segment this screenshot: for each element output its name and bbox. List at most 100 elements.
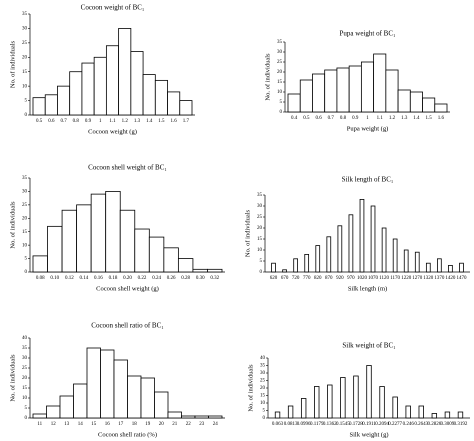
bar	[337, 225, 343, 273]
x-tick-label: 1320	[423, 276, 434, 281]
y-tick-label: 0	[260, 270, 263, 275]
x-tick-label: 0.32	[210, 276, 219, 281]
x-tick-label: 0.2277	[388, 422, 402, 427]
x-tick-label: 0.22	[138, 276, 147, 281]
x-tick-label: 16	[105, 422, 111, 427]
x-tick-label: 0.30	[196, 276, 205, 281]
chart-title: Silk length of BC₁	[342, 176, 394, 184]
bar	[444, 411, 451, 419]
bar	[348, 65, 362, 113]
x-tick-label: 0.1179	[310, 422, 324, 427]
y-tick-label: 20	[22, 55, 28, 60]
bar	[271, 262, 276, 273]
x-tick-label: 620	[270, 276, 278, 281]
bar	[359, 198, 365, 273]
bar	[194, 415, 209, 419]
x-tick-label: 1.6	[171, 119, 178, 124]
x-tick-label: 1.1	[109, 119, 116, 124]
bar	[315, 245, 321, 273]
bar	[326, 236, 332, 273]
bar	[353, 375, 359, 419]
x-tick-label: 0.8	[340, 116, 347, 121]
y-tick-label: 20	[22, 216, 28, 221]
x-tick-label: 0.8	[73, 119, 80, 124]
x-tick-label: 0.246	[403, 422, 415, 427]
bar	[154, 79, 168, 116]
x-tick-label: 0.9	[85, 119, 92, 124]
x-tick-label: 1270	[412, 276, 423, 281]
bar	[163, 247, 179, 273]
x-axis-title: Cocoon weight (g)	[88, 128, 137, 135]
bar	[127, 375, 142, 419]
x-tick-label: 0.3009	[441, 422, 455, 427]
x-tick-label: 0.18	[109, 276, 118, 281]
bar	[324, 69, 338, 113]
bar	[148, 236, 165, 273]
bar	[47, 225, 63, 273]
x-tick-label: 1070	[368, 276, 379, 281]
y-tick-label: 30	[257, 204, 263, 209]
bar	[73, 383, 88, 419]
x-tick-label: 0.1728	[349, 422, 363, 427]
y-tick-label: 35	[22, 176, 28, 181]
y-tick-label: 30	[277, 50, 283, 55]
bar	[274, 411, 281, 419]
y-tick-label: 20	[277, 70, 283, 75]
x-tick-label: 0.1545	[336, 422, 350, 427]
y-tick-label: 30	[22, 27, 28, 32]
x-tick-label: 0.2826	[427, 422, 441, 427]
x-tick-label: 1220	[401, 276, 412, 281]
y-tick-label: 0	[263, 416, 266, 421]
y-tick-label: 10	[257, 248, 263, 253]
y-tick-label: 25	[22, 366, 28, 371]
y-tick-label: 5	[260, 259, 263, 264]
bar	[118, 28, 132, 116]
bar	[32, 255, 48, 273]
y-tick-label: 15	[277, 80, 283, 85]
bar	[282, 269, 287, 273]
bar	[457, 411, 464, 419]
x-tick-label: 0.5	[303, 116, 310, 121]
x-tick-label: 1	[366, 116, 369, 121]
y-tick-label: 10	[22, 84, 28, 89]
x-tick-label: 1.4	[413, 116, 420, 121]
bar	[32, 97, 46, 116]
y-tick-label: 25	[260, 379, 266, 384]
y-tick-label: 0	[25, 270, 28, 275]
y-axis-title: No. of individuals	[247, 364, 254, 412]
bar	[61, 209, 78, 273]
x-tick-label: 1.4	[146, 119, 153, 124]
x-tick-label: 0.6	[48, 119, 55, 124]
chart-title: Silk weight of BC₁	[342, 342, 395, 350]
bar	[113, 359, 128, 419]
bar	[373, 53, 387, 113]
chart-title: Cocoon weight of BC₁	[81, 4, 145, 12]
x-tick-label: 0.24	[152, 276, 161, 281]
x-tick-label: 1.1	[377, 116, 384, 121]
bar	[44, 94, 58, 116]
x-tick-label: 0.16	[94, 276, 103, 281]
x-tick-label: 1.5	[426, 116, 433, 121]
x-tick-label: 15	[91, 422, 97, 427]
x-tick-label: 1.6	[438, 116, 445, 121]
x-axis-title: Cocoon shell ratio (%)	[98, 431, 157, 438]
bar	[459, 262, 464, 273]
x-tick-label: 720	[292, 276, 300, 281]
bar	[360, 61, 375, 113]
x-tick-label: 19	[145, 422, 151, 427]
x-tick-label: 1.3	[134, 119, 141, 124]
y-tick-label: 0	[25, 416, 28, 421]
bar	[418, 405, 424, 419]
y-tick-label: 35	[22, 12, 28, 17]
y-tick-label: 0	[280, 110, 283, 115]
bar	[392, 396, 398, 419]
x-tick-label: 920	[336, 276, 344, 281]
bar	[86, 347, 101, 419]
x-tick-label: 1.2	[389, 116, 396, 121]
x-tick-label: 1120	[379, 276, 389, 281]
y-tick-label: 35	[277, 40, 283, 45]
y-axis-title: No. of individuals	[9, 201, 16, 249]
bar	[208, 415, 223, 419]
bar	[397, 89, 411, 113]
x-tick-label: 0.4	[291, 116, 298, 121]
